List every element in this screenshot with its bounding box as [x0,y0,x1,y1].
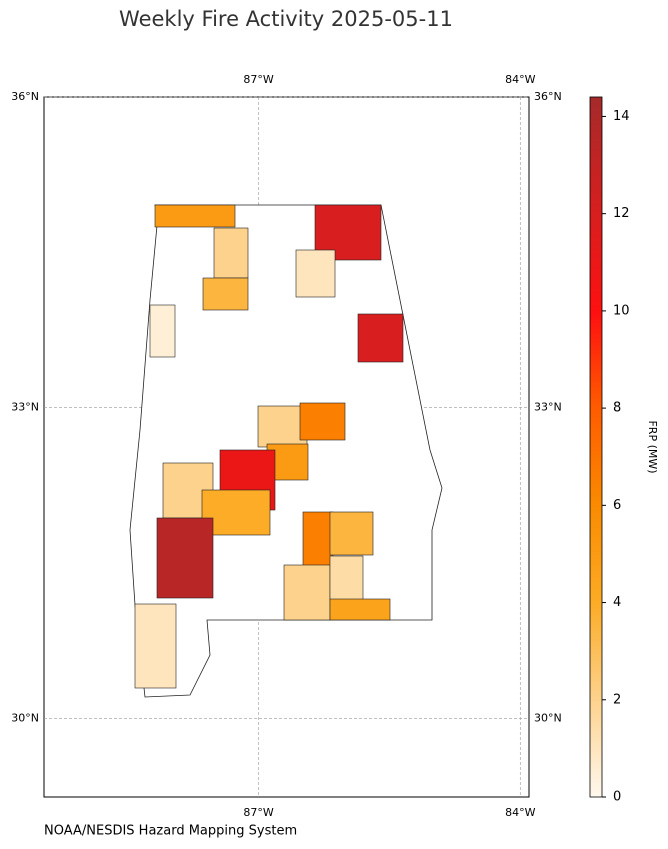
colorbar-tick-label: 8 [613,401,621,416]
colorbar-tick-label: 4 [613,595,621,610]
source: NOAA/NESDIS Hazard Mapping System [44,824,297,839]
colorbar-tick-label: 2 [613,692,621,707]
y-tick-label: 33°N [11,401,39,414]
x-tick-label: 87°W [243,73,273,86]
fire-county [329,511,374,556]
x-tick-label: 84°W [505,73,535,86]
fire-county [134,603,177,689]
fire-county [299,402,346,441]
fire-county [201,489,271,536]
fire-county [257,405,308,448]
y-tick-label: 30°N [11,711,39,724]
y-tick-label: 36°N [534,90,562,103]
y-tick-label: 30°N [534,711,562,724]
colorbar-tick-label: 14 [613,109,630,124]
fire-county [295,249,336,298]
fire-county [156,517,214,599]
y-tick-label: 33°N [534,401,562,414]
fire-county [357,313,404,363]
fire-county [154,204,236,228]
colorbar-tick-label: 0 [613,790,621,805]
colorbar [589,96,603,798]
colorbar-tick-label: 6 [613,498,621,513]
fire-county [213,227,249,279]
fire-county [202,277,249,311]
x-tick-label: 84°W [505,806,535,819]
colorbar-tick-label: 12 [613,206,630,221]
fire-county [149,304,176,358]
fire-county [329,598,391,621]
fire-county [329,555,364,601]
x-tick-label: 87°W [243,806,273,819]
y-tick-label: 36°N [11,90,39,103]
fire-county [302,511,334,573]
title: Weekly Fire Activity 2025-05-11 [119,7,453,31]
colorbar-tick-label: 10 [613,303,630,318]
fire-county [283,564,331,621]
colorbar-label: FRP (MW) [646,420,659,473]
